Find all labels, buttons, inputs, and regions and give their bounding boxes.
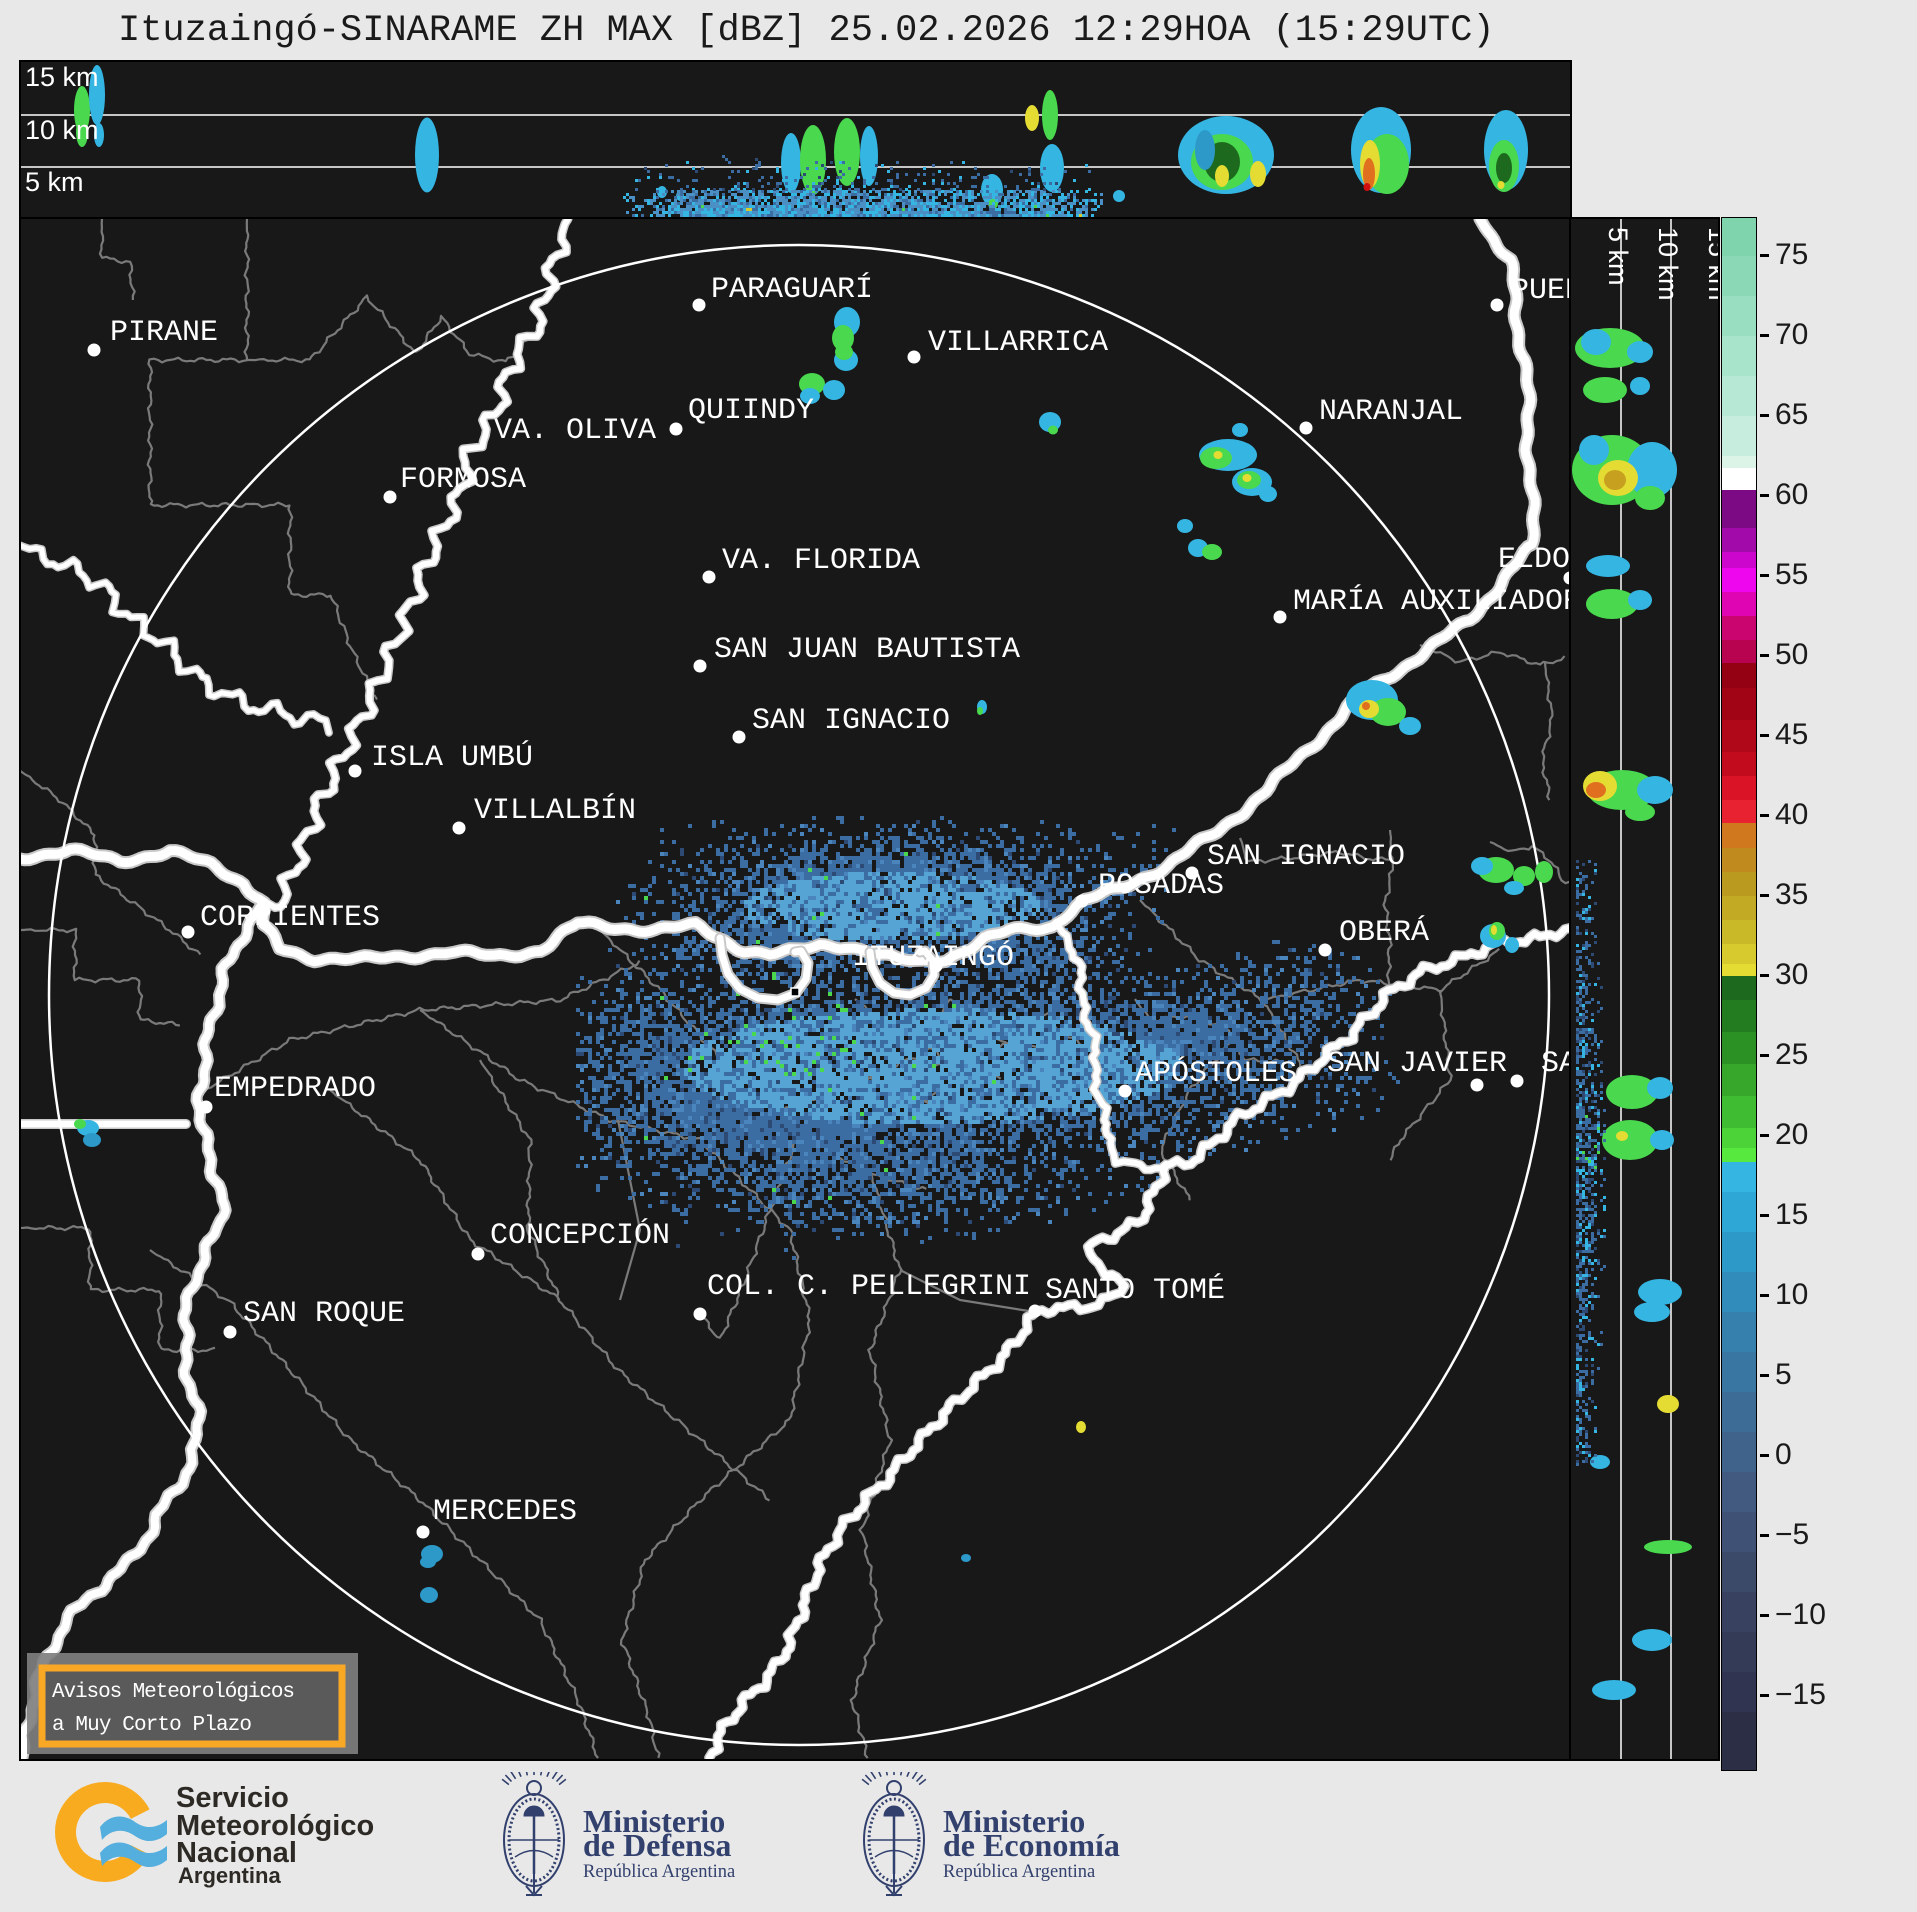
svg-text:CORRIENTES: CORRIENTES <box>200 901 380 935</box>
svg-text:15 km: 15 km <box>1703 227 1718 301</box>
svg-text:República Argentina: República Argentina <box>943 1862 1095 1882</box>
svg-text:ELDORADO: ELDORADO <box>1498 543 1570 577</box>
svg-text:SAN JUAN BAUTISTA: SAN JUAN BAUTISTA <box>714 633 1020 667</box>
svg-text:MARÍA AUXILIADORA: MARÍA AUXILIADORA <box>1293 584 1570 619</box>
svg-text:10 km: 10 km <box>25 115 99 145</box>
svg-text:Servicio: Servicio <box>176 1782 289 1814</box>
svg-text:COL. C. PELLEGRINI: COL. C. PELLEGRINI <box>707 1270 1031 1304</box>
svg-text:Nacional: Nacional <box>176 1837 297 1869</box>
svg-text:VA. OLIVA: VA. OLIVA <box>494 414 656 448</box>
svg-text:PARAGUARÍ: PARAGUARÍ <box>711 272 873 307</box>
svg-text:Ministerio: Ministerio <box>583 1803 725 1839</box>
svg-text:CONCEPCIÓN: CONCEPCIÓN <box>490 1218 670 1253</box>
svg-text:a Muy Corto Plazo: a Muy Corto Plazo <box>52 1714 252 1737</box>
svg-text:SAN IGNACIO: SAN IGNACIO <box>752 704 950 738</box>
svg-text:SAN JAVIER: SAN JAVIER <box>1327 1047 1507 1081</box>
svg-text:SAN IGNACIO: SAN IGNACIO <box>1207 840 1405 874</box>
svg-text:VILLARRICA: VILLARRICA <box>928 326 1108 360</box>
svg-text:5 km: 5 km <box>1603 227 1633 286</box>
svg-text:NARANJAL: NARANJAL <box>1319 395 1463 429</box>
svg-text:APÓSTOLES: APÓSTOLES <box>1135 1056 1297 1091</box>
svg-text:OBERÁ: OBERÁ <box>1339 915 1429 950</box>
svg-text:10 km: 10 km <box>1653 227 1683 301</box>
svg-text:SAN JA: SAN JA <box>1541 1047 1570 1081</box>
svg-text:MERCEDES: MERCEDES <box>433 1495 577 1529</box>
svg-text:5 km: 5 km <box>25 167 84 197</box>
svg-text:República Argentina: República Argentina <box>583 1862 735 1882</box>
svg-text:PUERTO: PUERTO <box>1511 274 1570 308</box>
svg-text:de Economía: de Economía <box>943 1827 1120 1863</box>
svg-text:de Defensa: de Defensa <box>583 1827 731 1863</box>
svg-text:Ministerio: Ministerio <box>943 1803 1085 1839</box>
svg-text:Meteorológico: Meteorológico <box>176 1810 374 1842</box>
svg-text:SANTO TOMÉ: SANTO TOMÉ <box>1045 1273 1225 1308</box>
svg-text:Argentina: Argentina <box>178 1863 281 1888</box>
svg-text:FORMOSA: FORMOSA <box>400 463 526 497</box>
svg-text:VILLALBÍN: VILLALBÍN <box>474 793 636 828</box>
svg-text:QUIINDY: QUIINDY <box>688 394 814 428</box>
svg-text:EMPEDRADO: EMPEDRADO <box>214 1072 376 1106</box>
svg-text:POSADAS: POSADAS <box>1098 869 1224 903</box>
svg-text:VA. FLORIDA: VA. FLORIDA <box>722 544 920 578</box>
svg-text:PIRANE: PIRANE <box>110 316 218 350</box>
svg-text:ISLA UMBÚ: ISLA UMBÚ <box>371 740 533 775</box>
svg-text:Avisos Meteorológicos: Avisos Meteorológicos <box>52 1681 295 1704</box>
svg-text:SAN ROQUE: SAN ROQUE <box>243 1297 405 1331</box>
svg-text:15 km: 15 km <box>25 62 99 92</box>
svg-text:ITUZAINGÓ: ITUZAINGÓ <box>852 940 1014 975</box>
